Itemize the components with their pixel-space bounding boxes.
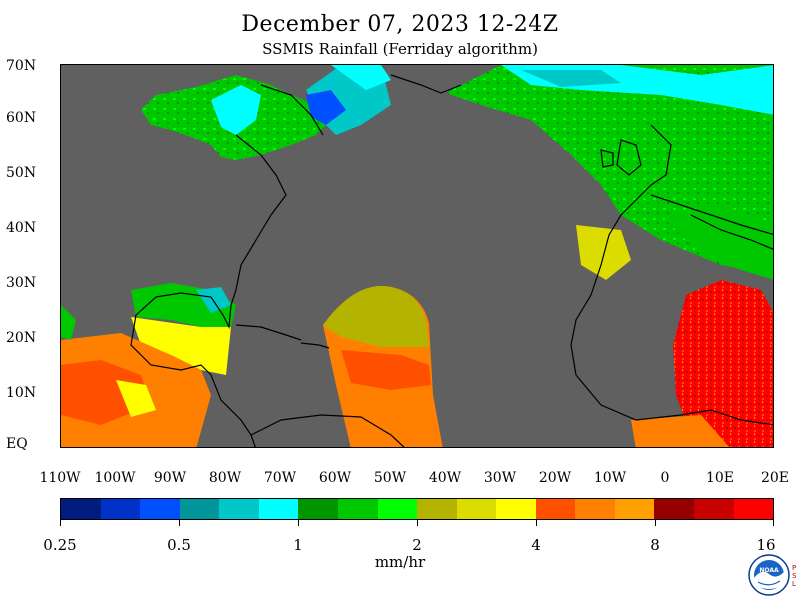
map-subtitle: SSMIS Rainfall (Ferriday algorithm)	[262, 40, 538, 58]
colorbar-tick	[773, 520, 774, 526]
colorbar-tick	[179, 520, 180, 526]
colorbar-label-0-25: 0.25	[43, 536, 77, 554]
swath-pacific-yellow	[116, 380, 156, 417]
swath-labrador-blue	[306, 90, 346, 125]
colorbar-label-0-5: 0.5	[167, 536, 191, 554]
colorbar-swatch	[61, 499, 101, 519]
map-title: December 07, 2023 12-24Z	[241, 12, 559, 37]
colorbar-label-2: 2	[412, 536, 422, 554]
colorbar-swatch	[179, 499, 220, 519]
colorbar-swatch	[535, 499, 576, 519]
colorbar-label-16: 16	[756, 536, 776, 554]
colorbar-tick	[655, 520, 656, 526]
coastlines	[130, 74, 773, 447]
colorbar	[60, 498, 774, 520]
lon-label-70w: 70W	[263, 470, 297, 486]
colorbar-label-8: 8	[650, 536, 660, 554]
lat-label-70n: 70N	[6, 58, 37, 74]
colorbar-swatch	[100, 499, 141, 519]
colorbar-tick	[417, 520, 418, 526]
colorbar-swatch	[298, 499, 338, 519]
colorbar-tick	[536, 520, 537, 526]
lat-label-20n: 20N	[6, 330, 37, 346]
psl-letter: P	[792, 564, 797, 572]
lat-label-eq: EQ	[6, 436, 28, 452]
rainfall-map-svg	[61, 65, 773, 447]
colorbar-swatch	[258, 499, 299, 519]
colorbar-label-1: 1	[293, 536, 303, 554]
swath-gulf-yellow	[131, 317, 231, 375]
lon-label-40w: 40W	[428, 470, 462, 486]
swath-central-olive	[323, 286, 429, 347]
lon-label-30w: 30W	[483, 470, 517, 486]
swath-gulf-guinea-orange	[631, 415, 730, 447]
colorbar-swatch	[733, 499, 774, 519]
colorbar-swatch	[219, 499, 259, 519]
lon-label-0: 0	[660, 470, 670, 486]
colorbar-swatch	[337, 499, 378, 519]
lat-label-60n: 60N	[6, 110, 37, 126]
swath-pacific-green	[61, 305, 76, 340]
lon-label-110w: 110W	[39, 470, 81, 486]
colorbar-tick	[60, 520, 61, 526]
swath-hudson-cyan	[211, 85, 261, 135]
colorbar-tick	[298, 520, 299, 526]
lat-label-10n: 10N	[6, 385, 37, 401]
swath-mediterranean	[661, 205, 773, 280]
lon-label-20e: 20E	[760, 470, 790, 486]
lon-label-10w: 10W	[593, 470, 627, 486]
colorbar-swatch	[140, 499, 180, 519]
lon-label-10e: 10E	[705, 470, 735, 486]
swath-arctic-cyan	[331, 65, 391, 90]
lat-label-40n: 40N	[6, 220, 37, 236]
lon-label-20w: 20W	[538, 470, 572, 486]
colorbar-swatch	[694, 499, 734, 519]
colorbar-swatch	[575, 499, 615, 519]
colorbar-label-4: 4	[531, 536, 541, 554]
psl-letter: L	[792, 580, 796, 588]
noaa-logo-icon[interactable]: NOAA	[748, 554, 790, 596]
colorbar-swatch	[377, 499, 418, 519]
colorbar-swatch	[654, 499, 694, 519]
swath-europe-teal	[521, 70, 621, 87]
swath-central-red	[341, 350, 431, 390]
colorbar-swatch	[496, 499, 536, 519]
swath-iberia-yellow	[576, 225, 631, 280]
lat-label-50n: 50N	[6, 165, 37, 181]
lon-label-80w: 80W	[208, 470, 242, 486]
colorbar-swatch	[614, 499, 655, 519]
svg-text:NOAA: NOAA	[759, 567, 779, 574]
lat-label-30n: 30N	[6, 275, 37, 291]
rainfall-map	[60, 64, 774, 448]
lon-label-100w: 100W	[94, 470, 136, 486]
psl-letter: S	[792, 572, 797, 580]
swath-africa-red	[673, 280, 773, 447]
colorbar-swatch	[456, 499, 497, 519]
lon-label-50w: 50W	[373, 470, 407, 486]
lon-label-90w: 90W	[153, 470, 187, 486]
colorbar-swatch	[417, 499, 457, 519]
lon-label-60w: 60W	[318, 470, 352, 486]
colorbar-units: mm/hr	[374, 553, 426, 571]
